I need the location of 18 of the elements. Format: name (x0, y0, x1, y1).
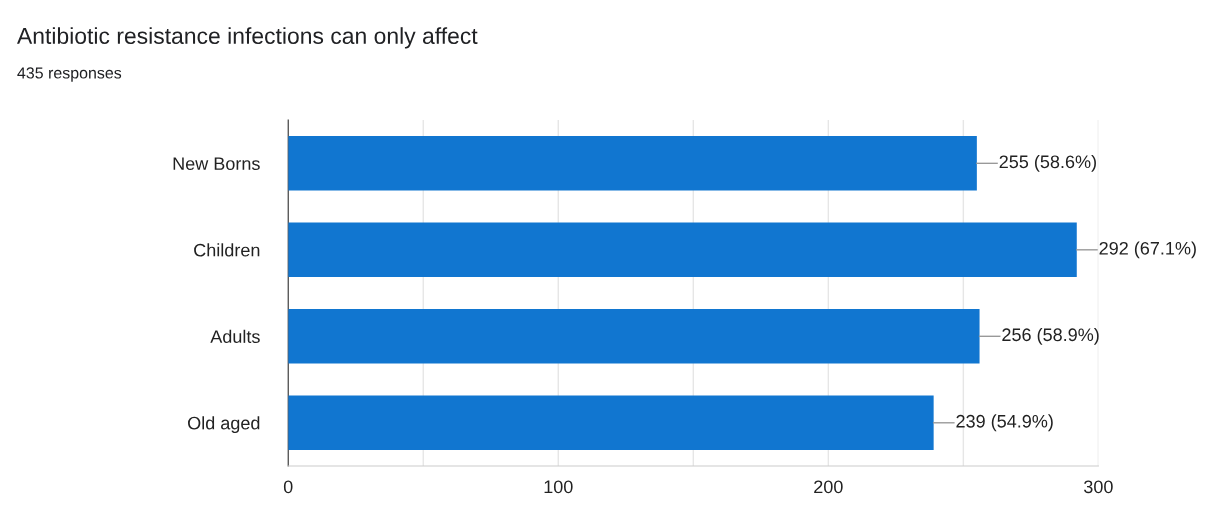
data-label: 256 (58.9%) (1002, 327, 1099, 345)
y-tick-label: Children (194, 243, 260, 257)
text: 435 responses (17, 67, 122, 82)
y-tick-label: New Borns (173, 157, 260, 171)
x-tick-label: 0 (283, 480, 293, 494)
bar (288, 395, 934, 451)
x-tick-label: 300 (1084, 480, 1113, 494)
y-tick-label: Adults (210, 329, 260, 344)
chart-title: Antibiotic resistance infections can only affect (17, 27, 478, 49)
y-tick-label: Old aged (188, 416, 260, 434)
data-label: 239 (54.9%) (956, 414, 1053, 432)
x-tick-label: 100 (544, 480, 573, 494)
bar (288, 136, 977, 191)
data-label: 292 (67.1%) (1099, 241, 1196, 259)
data-label: 255 (58.6%) (999, 154, 1096, 172)
bar (288, 222, 1077, 278)
x-tick-label: 200 (814, 480, 843, 494)
bar (288, 309, 980, 364)
